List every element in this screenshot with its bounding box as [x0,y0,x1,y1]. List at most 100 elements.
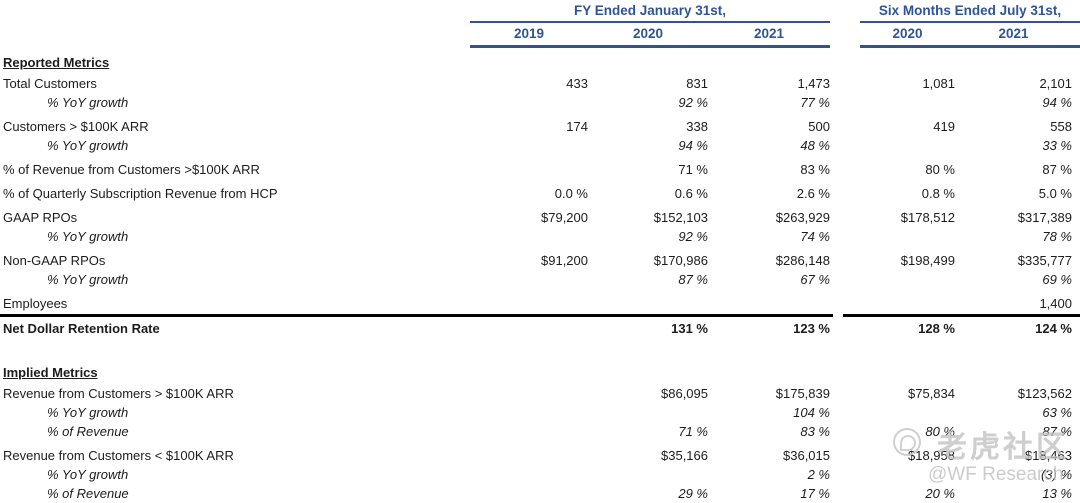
cell-value: 831 [686,76,708,91]
section-title: Implied Metrics [3,365,98,380]
cell-value: $91,200 [541,253,588,268]
cell-value: $35,166 [661,448,708,463]
cell-value: 80 % [925,424,955,439]
year-column-header: 2020 [632,26,664,41]
cell-value: 124 % [1035,321,1072,336]
row-label: % of Revenue [47,486,129,501]
period-group-title: FY Ended January 31st, [470,3,830,23]
cell-value [430,319,588,338]
table-row: % of Revenue 71 % 83 % 80 % 87 % [0,422,1080,441]
cell-value: $18,958 [908,448,955,463]
cell-value [830,403,955,422]
cell-value [430,465,588,484]
cell-value: 48 % [800,138,830,153]
row-label: Total Customers [3,76,97,91]
cell-value: 33 % [1042,138,1072,153]
cell-value [830,294,955,313]
cell-value: 419 [933,119,955,134]
cell-value [830,136,955,155]
row-label: % YoY growth [47,405,129,420]
cell-value [430,294,588,313]
cell-value: 5.0 % [1038,186,1072,201]
table-row: % of Revenue from Customers >$100K ARR 71… [0,160,1080,179]
cell-value [588,403,708,422]
cell-value: $36,015 [783,448,830,463]
row-label: Revenue from Customers < $100K ARR [3,448,234,463]
year-column-header: 2019 [513,26,545,41]
cell-value: 77 % [800,95,830,110]
cell-value: $263,929 [775,210,830,225]
column-group-six-months: Six Months Ended July 31st, 2020 2021 [860,3,1080,48]
cell-value: 1,400 [1039,296,1072,311]
row-label: % YoY growth [47,467,129,482]
cell-value: $18,463 [1025,448,1072,463]
cell-value: $170,986 [653,253,708,268]
cell-value [430,93,588,112]
table-row: Employees 1,400 [0,294,1080,313]
cell-value: 13 % [1042,486,1072,501]
cell-value: 67 % [800,272,830,287]
cell-value: $86,095 [661,386,708,401]
cell-value: 0.6 % [674,186,708,201]
cell-value: $335,777 [1017,253,1072,268]
table-header: FY Ended January 31st, 2019 2020 2021 Six M… [0,0,1080,48]
cell-value: 69 % [1042,272,1072,287]
cell-value: 104 % [793,405,830,420]
row-label: Employees [3,296,68,311]
metrics-section: Reported Metrics Total Customers 433 831 1,4… [0,54,1080,338]
table-row: % of Revenue 29 % 17 % 20 % 13 % [0,484,1080,503]
row-label: % YoY growth [47,272,129,287]
row-label: Net Dollar Retention Rate [3,321,160,336]
row-label: Customers > $100K ARR [3,119,149,134]
cell-value: $79,200 [541,210,588,225]
table-row: Net Dollar Retention Rate 131 % 123 % 128 %… [0,319,1080,338]
header-spacer [0,3,470,48]
table-row: % of Quarterly Subscription Revenue from… [0,184,1080,203]
cell-value: 80 % [925,162,955,177]
cell-value [430,422,588,441]
table-row: Revenue from Customers > $100K ARR $86,09… [0,384,1080,403]
cell-value: 20 % [925,486,955,501]
year-column-header: 2020 [892,26,923,41]
cell-value [830,93,955,112]
table-row: Revenue from Customers < $100K ARR $35,16… [0,446,1080,465]
cell-value [588,465,708,484]
section-title: Reported Metrics [3,55,110,70]
cell-value: 63 % [1042,405,1072,420]
cell-value: $286,148 [775,253,830,268]
cell-value: 1,473 [797,76,830,91]
table-row: % YoY growth 92 % 77 % 94 % [0,93,1080,112]
table-row: Non-GAAP RPOs $91,200 $170,986 $286,148 $198… [0,251,1080,270]
period-group-title: Six Months Ended July 31st, [860,3,1080,23]
cell-value: 2.6 % [796,186,830,201]
cell-value: 71 % [678,162,708,177]
cell-value: 74 % [800,229,830,244]
year-header-row: 2020 2021 [860,25,1080,48]
table-row: % YoY growth 92 % 74 % 78 % [0,227,1080,246]
cell-value: $175,839 [775,386,830,401]
cell-value: 94 % [678,138,708,153]
year-column-header: 2021 [753,26,785,41]
table-row: % YoY growth 94 % 48 % 33 % [0,136,1080,155]
cell-value [708,294,830,313]
cell-value [430,227,588,246]
table-row: % YoY growth 2 % (3) % [0,465,1080,484]
row-label: % YoY growth [47,95,129,110]
cell-value [430,270,588,289]
cell-value [830,465,955,484]
cell-value: 0.0 % [554,186,588,201]
row-label: Revenue from Customers > $100K ARR [3,386,234,401]
row-label: % YoY growth [47,229,129,244]
row-label: % of Revenue from Customers >$100K ARR [3,162,260,177]
cell-value: (3) % [1040,467,1072,482]
cell-value: 0.8 % [921,186,955,201]
cell-value: 92 % [678,95,708,110]
cell-value: 174 [566,119,588,134]
cell-value: $123,562 [1017,386,1072,401]
table-row: % YoY growth 87 % 67 % 69 % [0,270,1080,289]
cell-value [830,270,955,289]
cell-value: 92 % [678,229,708,244]
cell-value: 29 % [678,486,708,501]
cell-value: 338 [686,119,708,134]
